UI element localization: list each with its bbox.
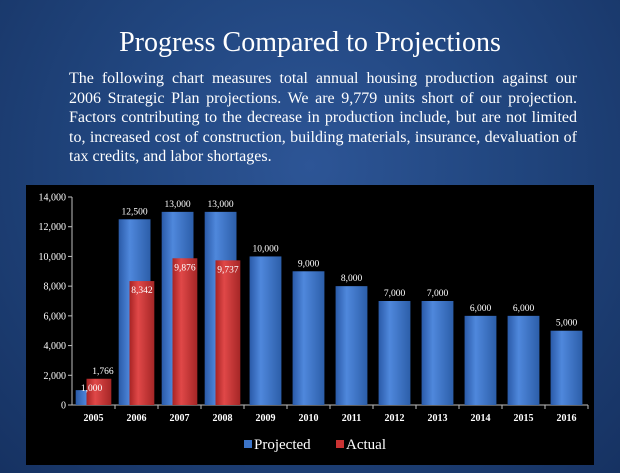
data-label-projected: 1,000 — [81, 384, 103, 394]
bar-projected — [507, 315, 540, 405]
data-label-projected: 8,000 — [341, 274, 363, 284]
data-label-projected: 6,000 — [513, 304, 535, 314]
y-tick-label: 0 — [61, 401, 66, 412]
slide-title: Progress Compared to Projections — [119, 27, 501, 58]
data-label-projected: 10,000 — [252, 244, 278, 254]
chart-axes: 0 2,000 4,000 6,000 8,000 10,000 12,000 14,000 2… — [39, 193, 589, 424]
chart-data-labels: 1,000 1,766 12,500 8,342 13,000 9,876 13,000 9,… — [81, 200, 578, 394]
x-tick-label: 2009 — [256, 413, 276, 424]
y-tick-label: 4,000 — [44, 341, 67, 352]
x-tick-label: 2005 — [84, 413, 104, 424]
data-label-projected: 12,500 — [122, 207, 148, 217]
bar-actual — [86, 378, 112, 405]
x-tick-label: 2010 — [299, 413, 319, 424]
x-tick-label: 2011 — [342, 413, 361, 424]
data-label-actual: 8,342 — [131, 286, 153, 296]
bar-actual — [215, 260, 241, 405]
bar-projected — [550, 330, 583, 405]
x-tick-label: 2006 — [127, 413, 147, 424]
legend-swatch-actual — [336, 440, 344, 448]
y-tick-label: 14,000 — [39, 193, 67, 204]
y-tick-label: 10,000 — [39, 252, 67, 263]
data-label-projected: 13,000 — [165, 200, 191, 210]
y-tick-label: 6,000 — [44, 311, 67, 322]
bar-actual — [172, 258, 198, 405]
chart-legend: Projected Actual — [244, 437, 386, 453]
slide-body-text: The following chart measures total annua… — [69, 70, 577, 165]
x-tick-label: 2016 — [557, 413, 577, 424]
bar-projected — [292, 271, 325, 405]
data-label-projected: 9,000 — [298, 259, 320, 269]
legend-swatch-projected — [244, 440, 252, 448]
x-tick-label: 2013 — [428, 413, 448, 424]
data-label-projected: 7,000 — [427, 289, 449, 299]
data-label-actual: 9,876 — [174, 263, 196, 273]
x-tick-label: 2014 — [471, 413, 491, 424]
x-tick-label: 2015 — [514, 413, 534, 424]
chart-bars — [75, 211, 583, 405]
data-label-projected: 13,000 — [208, 200, 234, 210]
data-label-projected: 5,000 — [556, 319, 578, 329]
bar-projected — [378, 301, 411, 405]
bar-chart: 0 2,000 4,000 6,000 8,000 10,000 12,000 14,000 2… — [39, 193, 589, 453]
x-tick-label: 2008 — [213, 413, 233, 424]
bar-projected — [464, 315, 497, 405]
bar-projected — [335, 286, 368, 405]
y-tick-label: 12,000 — [39, 222, 67, 233]
bar-actual — [129, 281, 155, 405]
data-label-actual: 1,766 — [92, 367, 114, 377]
legend-label-projected: Projected — [254, 437, 311, 453]
x-tick-label: 2007 — [170, 413, 190, 424]
data-label-projected: 6,000 — [470, 304, 492, 314]
y-tick-label: 8,000 — [44, 282, 67, 293]
data-label-actual: 9,737 — [217, 265, 239, 275]
chart-panel: 0 2,000 4,000 6,000 8,000 10,000 12,000 14,000 2… — [26, 185, 594, 465]
legend-label-actual: Actual — [346, 437, 386, 453]
y-tick-label: 2,000 — [44, 371, 67, 382]
x-tick-label: 2012 — [385, 413, 405, 424]
bar-projected — [421, 301, 454, 405]
data-label-projected: 7,000 — [384, 289, 406, 299]
bar-projected — [249, 256, 282, 405]
